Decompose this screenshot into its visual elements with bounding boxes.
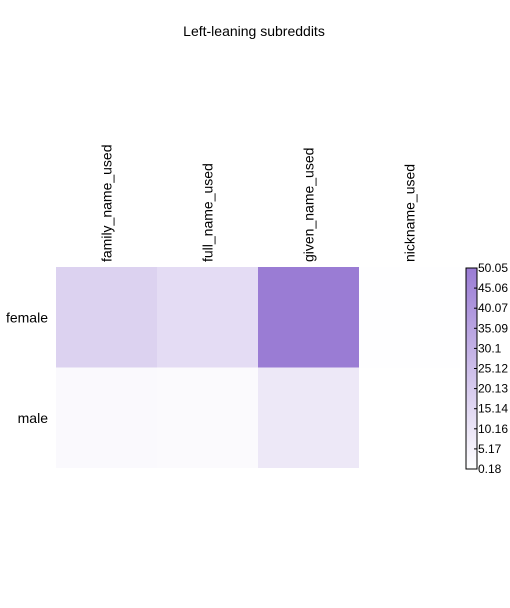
heatmap-cell-female-family_name_used xyxy=(56,267,157,368)
heatmap-cell-female-nickname_used xyxy=(359,267,460,368)
legend-tick-label: 5.17 xyxy=(478,442,502,456)
heatmap-cell-female-given_name_used xyxy=(258,267,359,368)
heatmap-cell-male-full_name_used xyxy=(157,367,258,468)
column-labels: family_name_used full_name_used given_name… xyxy=(99,144,418,262)
legend-tick-label: 15.14 xyxy=(478,402,508,416)
legend-tick-label: 30.1 xyxy=(478,341,502,355)
column-label-family_name_used: family_name_used xyxy=(99,144,115,262)
row-labels: female male xyxy=(6,309,48,426)
chart-title: Left-leaning subreddits xyxy=(183,23,325,39)
legend-tick-label: 45.06 xyxy=(478,281,508,295)
heatmap-cells xyxy=(56,267,460,468)
legend-tick-label: 20.13 xyxy=(478,382,508,396)
heatmap-cell-female-full_name_used xyxy=(157,267,258,368)
row-label-female: female xyxy=(6,309,48,325)
legend-tick-label: 25.12 xyxy=(478,362,508,376)
column-label-given_name_used: given_name_used xyxy=(301,148,317,262)
legend-tick-label: 0.18 xyxy=(478,462,502,476)
heatmap-cell-male-nickname_used xyxy=(359,367,460,468)
color-legend: 50.05 45.06 40.07 35.09 30.1 25.12 20.13 15.14 1… xyxy=(465,261,508,476)
legend-tick-label: 35.09 xyxy=(478,321,508,335)
column-label-full_name_used: full_name_used xyxy=(200,163,216,262)
legend-tick-label: 10.16 xyxy=(478,422,508,436)
heatmap-cell-male-given_name_used xyxy=(258,367,359,468)
legend-tick-label: 40.07 xyxy=(478,301,508,315)
column-label-nickname_used: nickname_used xyxy=(402,164,418,262)
row-label-male: male xyxy=(18,410,49,426)
legend-tick-label: 50.05 xyxy=(478,261,508,275)
heatmap-cell-male-family_name_used xyxy=(56,367,157,468)
